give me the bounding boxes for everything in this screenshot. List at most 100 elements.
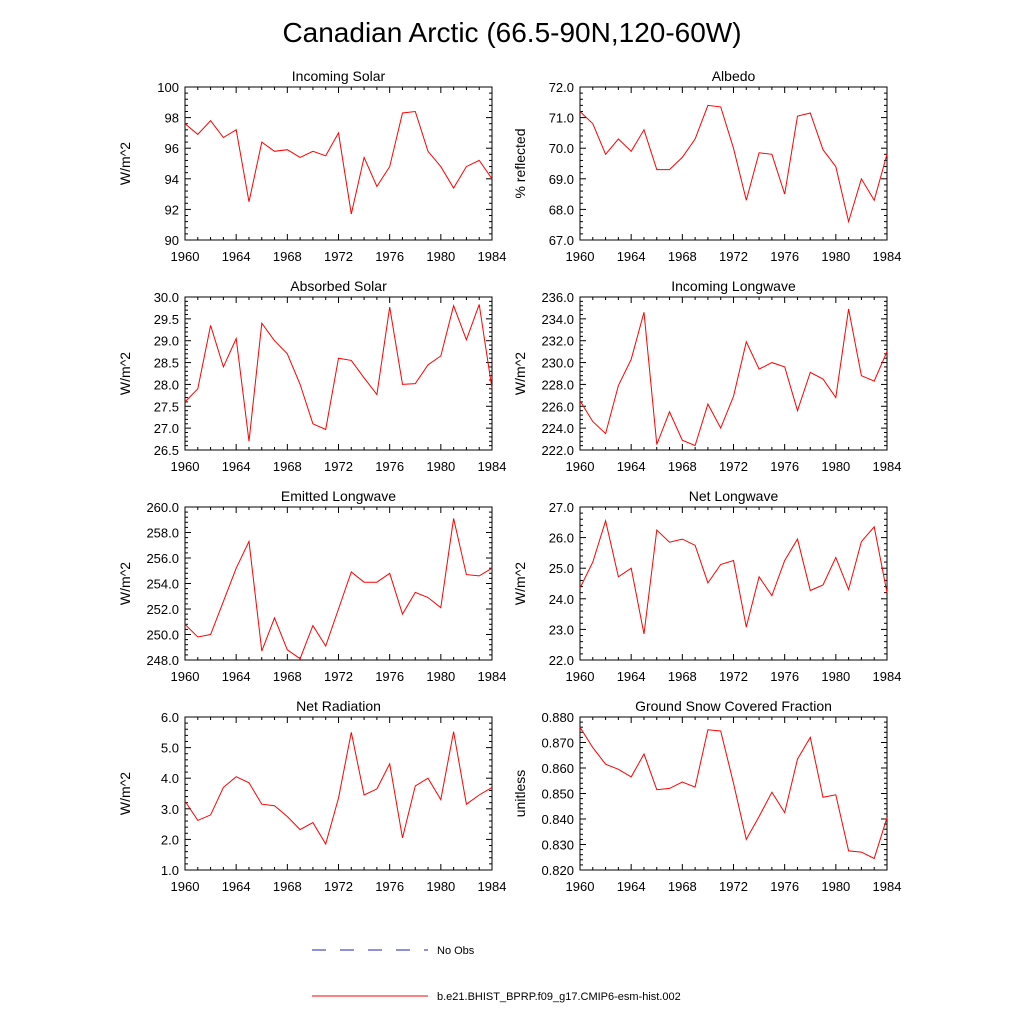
y-tick-label: 0.840 xyxy=(541,812,574,827)
y-tick-label: 28.5 xyxy=(154,356,179,371)
x-tick-label: 1964 xyxy=(617,879,646,894)
y-tick-label: 90 xyxy=(165,233,179,248)
y-tick-label: 222.0 xyxy=(541,443,574,458)
y-tick-label: 6.0 xyxy=(161,710,179,725)
y-tick-label: 68.0 xyxy=(549,202,574,217)
y-tick-label: 0.880 xyxy=(541,710,574,725)
panel-3: Absorbed Solar W/m^2 1960 1964 1968 1972 1976 1… xyxy=(117,278,506,474)
x-tick-label: 1984 xyxy=(873,879,902,894)
panel-1: Incoming Solar W/m^2 1960 1964 1968 1972 1976 1… xyxy=(117,68,506,264)
x-tick-label: 1980 xyxy=(821,459,850,474)
series-line-model xyxy=(579,518,888,635)
y-tick-label: 4.0 xyxy=(161,771,179,786)
y-tick-label: 256.0 xyxy=(146,551,179,566)
y-tick-label: 70.0 xyxy=(549,141,574,156)
x-tick-label: 1972 xyxy=(324,879,353,894)
y-tick-label: 29.5 xyxy=(154,312,179,327)
y-axis-label: W/m^2 xyxy=(117,772,133,815)
series-line-model xyxy=(184,110,493,215)
panel-8: Ground Snow Covered Fraction unitless 1960… xyxy=(512,698,901,894)
x-tick-label: 1984 xyxy=(478,249,507,264)
panel-title: Albedo xyxy=(712,68,756,84)
x-tick-label: 1980 xyxy=(821,249,850,264)
x-tick-label: 1972 xyxy=(719,669,748,684)
figure-title: Canadian Arctic (66.5-90N,120-60W) xyxy=(282,17,741,48)
y-tick-label: 258.0 xyxy=(146,526,179,541)
x-tick-label: 1976 xyxy=(375,879,404,894)
y-tick-label: 28.0 xyxy=(154,377,179,392)
x-tick-label: 1984 xyxy=(478,669,507,684)
series-line-model xyxy=(184,731,493,846)
x-tick-label: 1960 xyxy=(566,879,595,894)
y-tick-label: 2.0 xyxy=(161,832,179,847)
y-tick-label: 236.0 xyxy=(541,290,574,305)
panel-title: Incoming Solar xyxy=(292,68,386,84)
x-tick-label: 1972 xyxy=(324,459,353,474)
panel-6: Net Longwave W/m^2 1960 1964 1968 1972 1976 198… xyxy=(512,488,901,684)
x-tick-label: 1976 xyxy=(770,669,799,684)
y-tick-label: 69.0 xyxy=(549,172,574,187)
y-tick-label: 0.860 xyxy=(541,761,574,776)
legend-model-label: b.e21.BHIST_BPRP.f09_g17.CMIP6-esm-hist.… xyxy=(437,991,681,1003)
x-tick-label: 1972 xyxy=(719,879,748,894)
x-tick-label: 1976 xyxy=(375,669,404,684)
y-tick-label: 0.870 xyxy=(541,736,574,751)
panels: Incoming Solar W/m^2 1960 1964 1968 1972 1976 1… xyxy=(117,68,901,894)
panel-7: Net Radiation W/m^2 1960 1964 1968 1972 1976 19… xyxy=(117,698,506,894)
x-tick-label: 1968 xyxy=(273,459,302,474)
x-tick-label: 1984 xyxy=(873,249,902,264)
y-axis-label: W/m^2 xyxy=(117,352,133,395)
y-tick-label: 96 xyxy=(165,141,179,156)
panel-2: Albedo % reflected 1960 1964 1968 1972 1976 198… xyxy=(512,68,901,264)
x-tick-label: 1960 xyxy=(566,669,595,684)
y-tick-label: 26.0 xyxy=(549,531,574,546)
x-tick-label: 1976 xyxy=(770,459,799,474)
y-tick-label: 30.0 xyxy=(154,290,179,305)
x-tick-label: 1972 xyxy=(324,669,353,684)
y-tick-label: 226.0 xyxy=(541,399,574,414)
x-tick-label: 1984 xyxy=(478,459,507,474)
y-tick-label: 1.0 xyxy=(161,863,179,878)
y-tick-label: 250.0 xyxy=(146,628,179,643)
y-tick-label: 22.0 xyxy=(549,653,574,668)
y-tick-label: 232.0 xyxy=(541,334,574,349)
y-axis-label: W/m^2 xyxy=(117,562,133,605)
y-tick-label: 224.0 xyxy=(541,421,574,436)
y-tick-label: 72.0 xyxy=(549,80,574,95)
y-tick-label: 228.0 xyxy=(541,377,574,392)
panel-title: Emitted Longwave xyxy=(281,488,396,504)
x-tick-label: 1976 xyxy=(375,459,404,474)
y-tick-label: 27.5 xyxy=(154,399,179,414)
x-tick-label: 1980 xyxy=(426,669,455,684)
y-tick-label: 3.0 xyxy=(161,802,179,817)
series-line-model xyxy=(184,304,493,442)
x-tick-label: 1968 xyxy=(668,879,697,894)
y-tick-label: 252.0 xyxy=(146,602,179,617)
panel-4: Incoming Longwave W/m^2 1960 1964 1968 1972 19… xyxy=(512,278,901,474)
panel-title: Incoming Longwave xyxy=(671,278,796,294)
plot-frame xyxy=(184,716,493,871)
x-tick-label: 1972 xyxy=(719,459,748,474)
series-line-model xyxy=(579,104,888,224)
x-tick-label: 1972 xyxy=(719,249,748,264)
panel-title: Net Longwave xyxy=(689,488,779,504)
panel-title: Absorbed Solar xyxy=(290,278,387,294)
y-tick-label: 98 xyxy=(165,111,179,126)
y-tick-label: 254.0 xyxy=(146,577,179,592)
legend-obs-label: No Obs xyxy=(437,945,475,957)
x-tick-label: 1964 xyxy=(617,459,646,474)
x-tick-label: 1976 xyxy=(375,249,404,264)
y-tick-label: 27.0 xyxy=(549,500,574,515)
plot-frame xyxy=(579,86,888,241)
x-tick-label: 1976 xyxy=(770,249,799,264)
x-tick-label: 1964 xyxy=(222,669,251,684)
y-tick-label: 67.0 xyxy=(549,233,574,248)
y-tick-label: 24.0 xyxy=(549,592,574,607)
y-tick-label: 234.0 xyxy=(541,312,574,327)
y-axis-label: % reflected xyxy=(512,128,528,198)
x-tick-label: 1980 xyxy=(821,669,850,684)
y-tick-label: 23.0 xyxy=(549,622,574,637)
y-tick-label: 5.0 xyxy=(161,741,179,756)
x-tick-label: 1968 xyxy=(273,879,302,894)
